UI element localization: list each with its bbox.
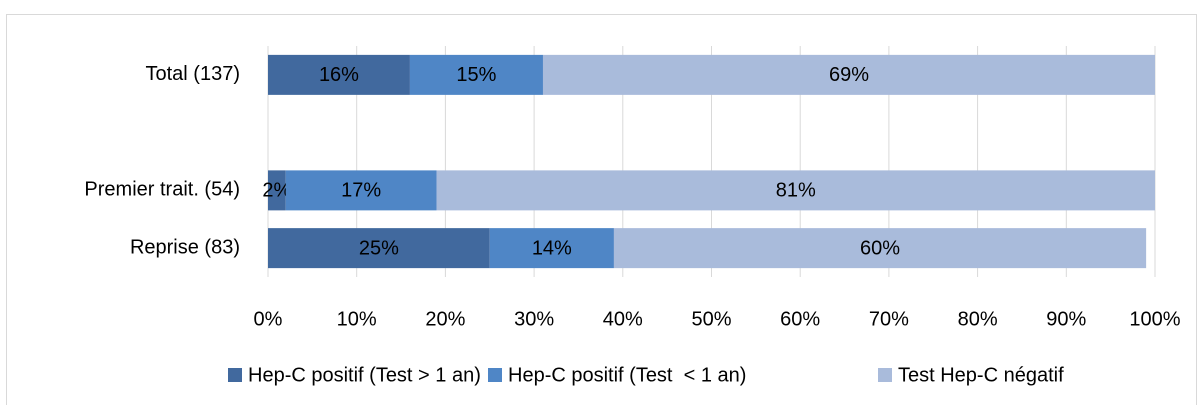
bar-segment	[542, 54, 1155, 95]
x-tick-label: 70%	[869, 308, 909, 330]
x-tick-label: 40%	[603, 308, 643, 330]
data-label: 81%	[776, 180, 816, 202]
bar-segment	[489, 228, 614, 269]
data-label: 69%	[829, 64, 869, 86]
bar-segment	[268, 170, 286, 211]
data-label: 25%	[359, 237, 399, 259]
bar-segment	[285, 170, 437, 211]
x-tick-label: 0%	[254, 308, 283, 330]
x-tick-label: 100%	[1129, 308, 1180, 330]
x-tick-label: 30%	[514, 308, 554, 330]
bar-segment	[613, 228, 1147, 269]
data-label: 16%	[319, 64, 359, 86]
data-label: 15%	[456, 64, 496, 86]
legend-label: Hep-C positif (Test > 1 an)	[248, 364, 481, 386]
data-label: 14%	[532, 237, 572, 259]
data-label: 60%	[860, 237, 900, 259]
bar-segment	[436, 170, 1155, 211]
bar-segment	[268, 54, 410, 95]
legend-swatch	[488, 368, 502, 382]
y-tick-label: Total (137)	[146, 63, 241, 85]
data-label: 17%	[341, 180, 381, 202]
y-tick-label: Reprise (83)	[130, 236, 240, 258]
x-tick-label: 80%	[958, 308, 998, 330]
bar-segment	[409, 54, 543, 95]
bar-segment	[268, 228, 490, 269]
x-tick-label: 50%	[691, 308, 731, 330]
y-tick-label: Premier trait. (54)	[84, 179, 240, 201]
x-tick-label: 10%	[337, 308, 377, 330]
legend-swatch	[228, 368, 242, 382]
legend-label: Hep-C positif (Test < 1 an)	[508, 364, 746, 386]
legend-label: Test Hep-C négatif	[898, 364, 1064, 386]
x-tick-label: 90%	[1046, 308, 1086, 330]
x-tick-label: 60%	[780, 308, 820, 330]
legend-swatch	[878, 368, 892, 382]
x-tick-label: 20%	[425, 308, 465, 330]
data-label: 2%	[262, 180, 291, 202]
